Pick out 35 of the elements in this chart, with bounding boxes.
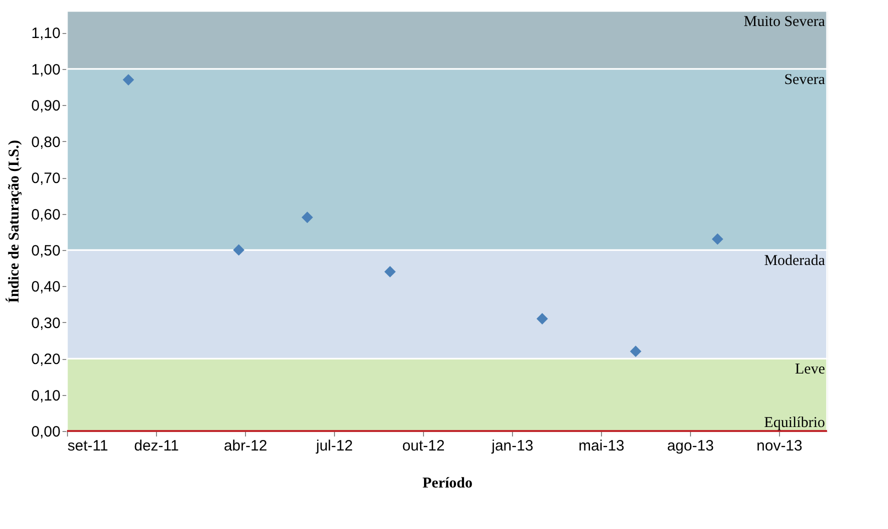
y-tick-label: 0,60 — [31, 206, 60, 224]
y-axis-title: Índice de Saturação (I.S.) — [5, 140, 22, 303]
y-tick-label: 0,70 — [31, 170, 60, 188]
x-tick-label: set-11 — [68, 438, 108, 454]
y-tick-label: 0,40 — [31, 278, 60, 296]
point — [712, 233, 724, 245]
band-label: Severa — [784, 72, 826, 88]
band-label: Moderada — [764, 252, 826, 269]
y-tick-label: 0,50 — [31, 242, 60, 260]
x-tick-label: jan-13 — [490, 438, 534, 454]
y-tick-label: 0,10 — [31, 387, 60, 404]
y-tick-label: 0,20 — [31, 351, 60, 368]
point — [302, 212, 313, 224]
x-tick-label: out-12 — [402, 438, 445, 454]
x-tick-label: ago-13 — [667, 438, 714, 454]
y-tick-label: 0,90 — [31, 98, 60, 115]
x-tick-label: jul-12 — [315, 438, 353, 454]
y-tick-label: 1,00 — [31, 61, 60, 78]
y-tick-label: 0,30 — [31, 314, 60, 332]
band-label: Muito Severa — [744, 14, 826, 30]
x-tick-label: nov-13 — [756, 438, 802, 454]
band-label: Leve — [795, 362, 826, 378]
x-axis-title: Período — [422, 476, 472, 492]
x-tick-label: abr-12 — [224, 438, 268, 454]
point — [122, 74, 134, 86]
y-tick-label: 0,00 — [31, 424, 60, 440]
ref-line-label: Equilíbrio — [764, 415, 825, 431]
y-tick-label: 1,10 — [31, 25, 60, 42]
point — [630, 346, 642, 358]
y-tick-label: 0,80 — [31, 134, 60, 151]
point — [536, 313, 548, 324]
point — [384, 266, 396, 278]
x-tick-label: mai-13 — [578, 438, 624, 454]
x-tick-label: dez-11 — [134, 438, 179, 454]
point — [233, 244, 244, 256]
